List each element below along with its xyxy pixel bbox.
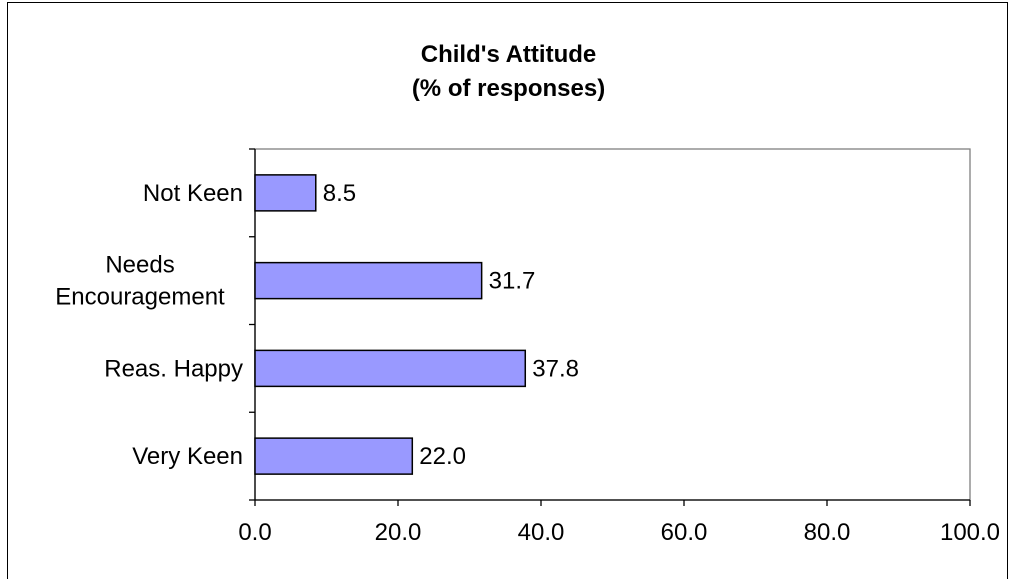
category-label: Reas. Happy [104,355,243,382]
category-label-line: Not Keen [143,180,243,207]
x-tick-label: 100.0 [940,519,1000,546]
chart-title: Child's Attitude (% of responses) [8,38,1009,106]
x-tick-label: 80.0 [804,519,851,546]
bar [254,261,483,300]
data-label: 37.8 [532,355,579,382]
bar [254,349,527,388]
data-label: 22.0 [419,443,466,470]
bar [254,437,414,475]
x-tick-label: 0.0 [238,519,271,546]
chart-title-line: Child's Attitude [420,41,597,68]
chart-frame: Child's Attitude (% of responses) 0.0 20.… [7,2,1008,579]
x-tick-label: 60.0 [661,519,708,546]
data-label: 31.7 [489,268,536,295]
category-label-line: Reas. Happy [104,355,243,382]
x-tick-label: 40.0 [518,519,565,546]
chart-subtitle-line: (% of responses) [411,75,606,102]
data-label: 8.5 [323,180,356,207]
category-label: Very Keen [132,443,243,470]
category-label: Needs Encouragement [55,252,225,311]
bar-chart: 0.0 20.0 40.0 60.0 80.0 100.0 8.5 Not Keen 31.7 N… [55,148,1000,546]
category-label-line: Very Keen [132,443,243,470]
category-label-line: Encouragement [55,284,225,311]
category-label-line: Needs [105,252,174,279]
bar [254,174,317,212]
category-label: Not Keen [143,180,243,207]
x-tick-label: 20.0 [375,519,422,546]
